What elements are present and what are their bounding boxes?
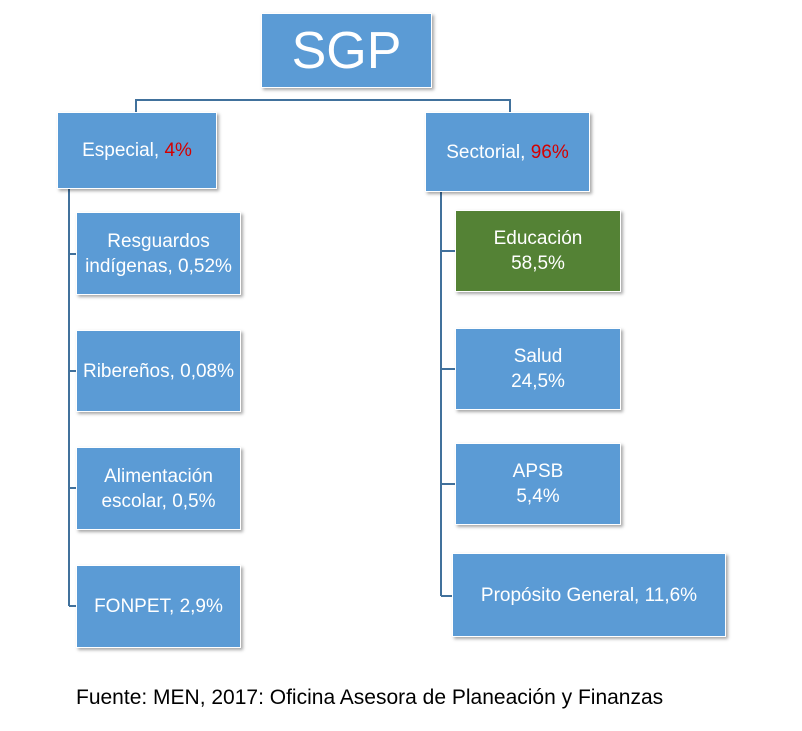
node-salud: Salud 24,5%	[455, 328, 621, 410]
node-educacion: Educación 58,5%	[455, 210, 621, 292]
node-line: indígenas, 0,52%	[85, 255, 232, 277]
root-node: SGP	[261, 13, 432, 88]
root-label: SGP	[291, 21, 402, 80]
node-line: Resguardos	[107, 230, 210, 252]
node-resguardos-indigenas: Resguardos indígenas, 0,52%	[76, 212, 241, 295]
branch-sectorial-percent: 96%	[530, 141, 569, 163]
node-line: Propósito General, 11,6%	[480, 584, 698, 606]
node-line: Salud	[513, 346, 563, 367]
node-line: Alimentación	[104, 465, 213, 487]
node-line: APSB	[512, 461, 564, 482]
node-line: FONPET, 2,9%	[94, 596, 223, 617]
node-riberenos: Ribereños, 0,08%	[76, 330, 241, 412]
branch-especial: Especial, 4%	[57, 112, 217, 189]
node-line: escolar, 0,5%	[101, 490, 216, 512]
node-line: 24,5%	[511, 371, 565, 392]
node-alimentacion-escolar: Alimentación escolar, 0,5%	[76, 447, 241, 530]
branch-especial-label: Especial,	[82, 140, 165, 161]
node-line: 5,4%	[516, 486, 560, 507]
branch-sectorial: Sectorial, 96%	[425, 112, 590, 192]
branch-especial-percent: 4%	[164, 140, 192, 161]
source-caption: Fuente: MEN, 2017: Oficina Asesora de Pl…	[76, 686, 664, 709]
node-fonpet: FONPET, 2,9%	[76, 565, 241, 648]
node-proposito-general: Propósito General, 11,6%	[452, 553, 726, 637]
node-line: Ribereños, 0,08%	[82, 360, 235, 382]
branch-sectorial-label: Sectorial,	[446, 141, 531, 163]
node-line: Educación	[493, 228, 583, 249]
node-line: 58,5%	[511, 253, 565, 274]
node-apsb: APSB 5,4%	[455, 443, 621, 525]
connector-root-especial	[135, 99, 511, 117]
